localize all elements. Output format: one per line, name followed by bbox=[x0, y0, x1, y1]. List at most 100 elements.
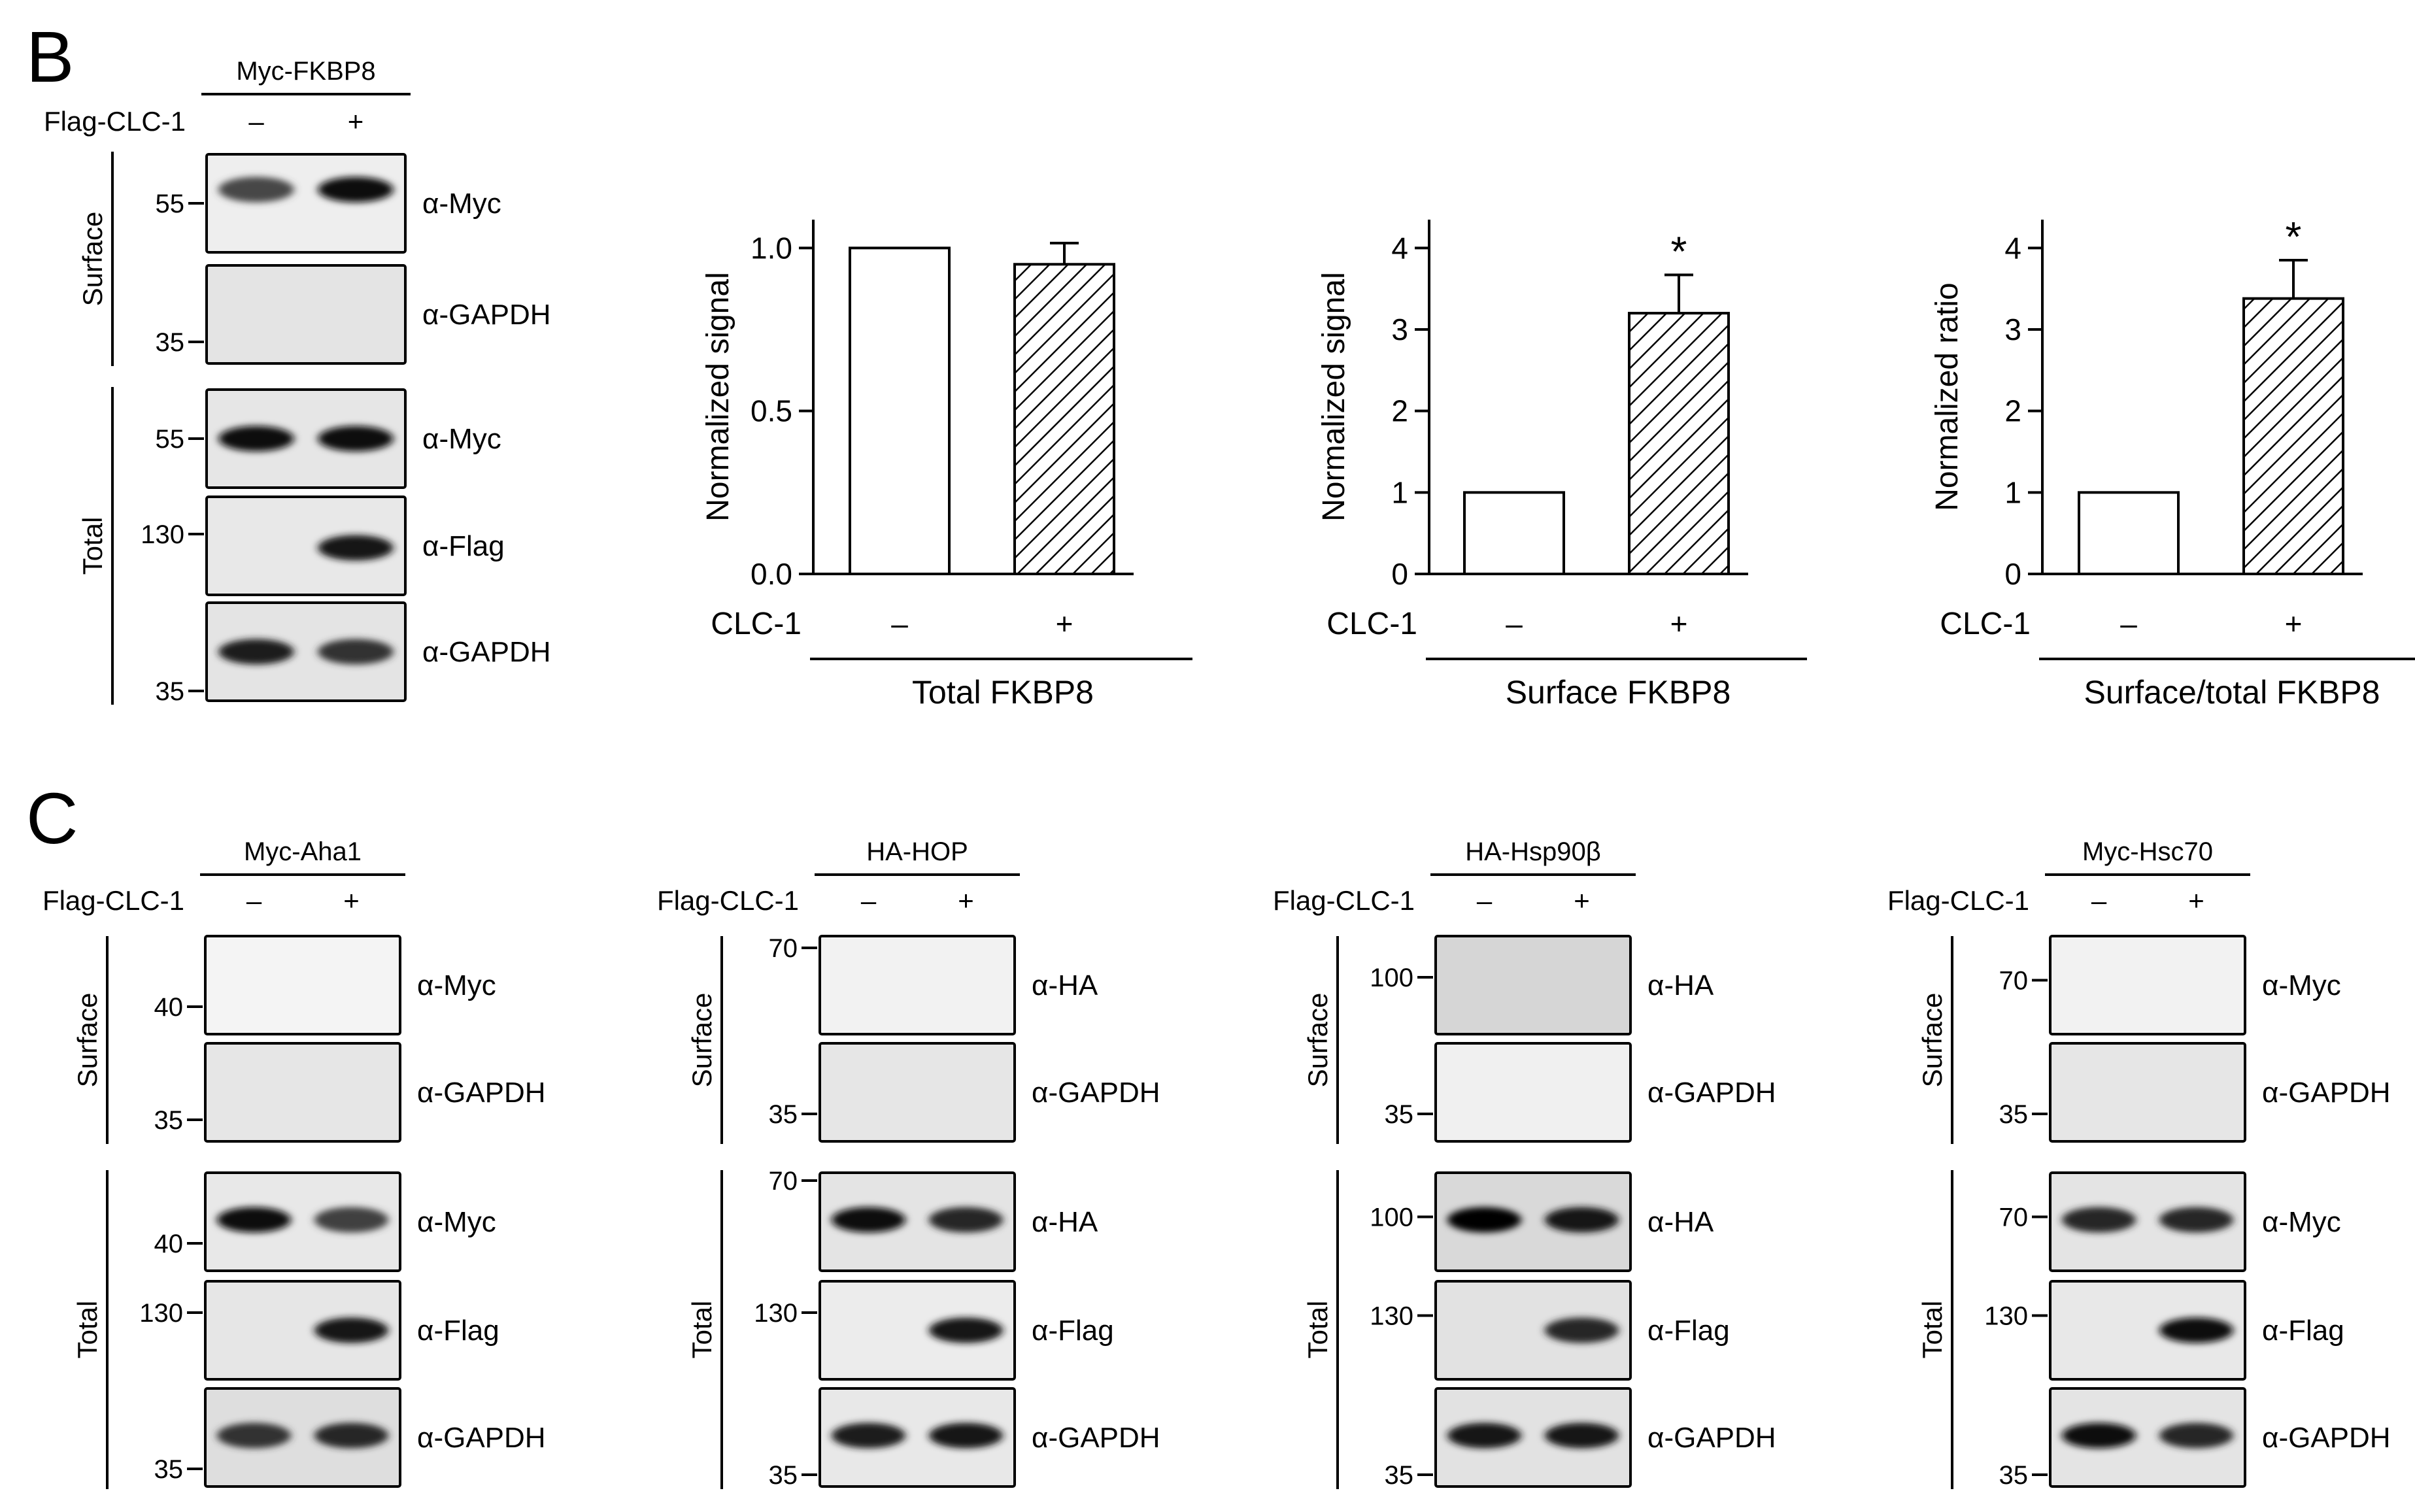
bar-chart-1: 0.0 0.5 1.0 Normalized signal – + CLC-1 Total F… bbox=[701, 220, 1192, 711]
mw-marker-label: 35 bbox=[1999, 1461, 2029, 1490]
y-tick-label: 2 bbox=[2004, 394, 2021, 428]
category-label: – bbox=[1506, 607, 1523, 641]
antibody-label: α-Flag bbox=[2262, 1315, 2344, 1347]
bar bbox=[1628, 312, 1730, 575]
protein-band bbox=[218, 176, 294, 203]
protein-band bbox=[318, 426, 394, 452]
blot-myc-fkbp8: Myc-FKBP8 Flag-CLC-1 – + α-Myc 55 α-GAPDH 35 α-M… bbox=[44, 57, 551, 706]
antibody-label: α-HA bbox=[1032, 969, 1098, 1001]
group-label: Surface bbox=[77, 212, 108, 307]
western-blots: Myc-FKBP8 Flag-CLC-1 – + α-Myc 55 α-GAPDH 35 α-M… bbox=[42, 57, 2391, 1490]
y-axis-label: Normalized signal bbox=[701, 272, 735, 522]
y-axis-label: Normalized ratio bbox=[1930, 282, 1965, 511]
antibody-label: α-GAPDH bbox=[417, 1077, 546, 1109]
category-label: – bbox=[2120, 607, 2137, 641]
protein-band bbox=[318, 639, 394, 665]
blot-panel-4: α-Flag 130 bbox=[1370, 1280, 1730, 1381]
group-label: Total bbox=[1917, 1301, 1948, 1359]
blot-membrane bbox=[2049, 935, 2246, 1035]
treatment-label: Flag-CLC-1 bbox=[1273, 885, 1415, 916]
antibody-label: α-GAPDH bbox=[1647, 1077, 1776, 1109]
y-tick-label: 0.0 bbox=[751, 557, 792, 591]
y-tick-label: 0.5 bbox=[751, 394, 792, 428]
construct-label: HA-Hsp90β bbox=[1465, 837, 1601, 866]
bar bbox=[1013, 263, 1115, 575]
lane-minus-label: – bbox=[1477, 885, 1493, 916]
antibody-label: α-GAPDH bbox=[1032, 1422, 1160, 1454]
significance-marker: * bbox=[2286, 213, 2302, 260]
protein-band bbox=[216, 1422, 292, 1449]
protein-band bbox=[1447, 1422, 1522, 1449]
antibody-label: α-Flag bbox=[422, 530, 505, 562]
bar bbox=[2242, 297, 2344, 575]
bar bbox=[849, 246, 951, 575]
antibody-label: α-GAPDH bbox=[1647, 1422, 1776, 1454]
protein-band bbox=[314, 1207, 389, 1233]
blot-myc-hsc70: Myc-Hsc70 Flag-CLC-1 – + α-Myc 70 α-GAPDH 35 α-M… bbox=[1887, 837, 2391, 1490]
mw-marker-label: 35 bbox=[769, 1100, 798, 1129]
mw-marker-label: 70 bbox=[769, 934, 798, 963]
protein-band bbox=[2159, 1317, 2234, 1343]
group-label: Total bbox=[686, 1301, 717, 1359]
blot-membrane bbox=[204, 935, 401, 1035]
lane-plus-label: + bbox=[958, 885, 974, 916]
protein-band bbox=[831, 1207, 906, 1233]
lane-minus-label: – bbox=[248, 106, 264, 137]
y-tick-label: 4 bbox=[1391, 231, 1408, 265]
protein-band bbox=[218, 639, 294, 665]
mw-marker-label: 35 bbox=[156, 677, 185, 706]
antibody-label: α-GAPDH bbox=[2262, 1422, 2391, 1454]
blot-membrane bbox=[1434, 935, 1632, 1035]
category-label: – bbox=[891, 607, 908, 641]
blot-panel-4: α-Flag 130 bbox=[139, 1280, 499, 1381]
protein-band bbox=[2061, 1207, 2136, 1233]
bar bbox=[2078, 491, 2180, 576]
mw-marker-label: 35 bbox=[1385, 1461, 1414, 1490]
protein-band bbox=[1544, 1207, 1619, 1233]
group-label: Surface bbox=[1302, 993, 1333, 1088]
blot-panel-1: α-Myc 70 bbox=[1999, 935, 2341, 1035]
mw-marker-label: 70 bbox=[769, 1167, 798, 1196]
treatment-label: Flag-CLC-1 bbox=[657, 885, 799, 916]
treatment-label: Flag-CLC-1 bbox=[42, 885, 184, 916]
mw-marker-label: 35 bbox=[1999, 1100, 2029, 1129]
protein-band bbox=[218, 426, 294, 452]
group-label: Total bbox=[77, 517, 108, 575]
protein-band bbox=[1544, 1422, 1619, 1449]
antibody-label: α-Myc bbox=[417, 969, 496, 1001]
panel-letter-c: C bbox=[26, 779, 78, 859]
lane-plus-label: + bbox=[348, 106, 364, 137]
blot-panel-2: α-GAPDH 35 bbox=[154, 1042, 546, 1143]
mw-marker-label: 130 bbox=[1984, 1302, 2028, 1331]
protein-band bbox=[2159, 1422, 2234, 1449]
blot-panel-1: α-Myc 40 bbox=[154, 935, 496, 1035]
y-tick-label: 1 bbox=[1391, 475, 1408, 509]
protein-band bbox=[318, 535, 394, 561]
blot-panel-3: α-Myc 70 bbox=[1999, 1171, 2341, 1272]
antibody-label: α-Flag bbox=[1647, 1315, 1730, 1347]
blot-membrane bbox=[1434, 1387, 1632, 1488]
bar bbox=[1463, 491, 1565, 576]
mw-marker-label: 70 bbox=[1999, 967, 2029, 996]
antibody-label: α-HA bbox=[1032, 1206, 1098, 1238]
blot-membrane bbox=[2049, 1387, 2246, 1488]
blot-panel-2: α-GAPDH 35 bbox=[769, 1042, 1160, 1143]
group-label: Surface bbox=[72, 993, 103, 1088]
antibody-label: α-Myc bbox=[2262, 1206, 2341, 1238]
protein-band bbox=[2159, 1207, 2234, 1233]
protein-band bbox=[928, 1422, 1004, 1449]
group-label: Surface bbox=[1917, 993, 1948, 1088]
antibody-label: α-Myc bbox=[417, 1206, 496, 1238]
blot-panel-4: α-Flag 130 bbox=[141, 496, 505, 596]
blot-membrane bbox=[205, 264, 407, 365]
group-label: Total bbox=[1302, 1301, 1333, 1359]
blot-membrane bbox=[819, 1387, 1016, 1488]
mw-marker-label: 35 bbox=[154, 1455, 184, 1484]
protein-band bbox=[928, 1317, 1004, 1343]
blot-panel-3: α-Myc 55 bbox=[156, 388, 501, 489]
protein-band bbox=[314, 1317, 389, 1343]
mw-marker-label: 70 bbox=[1999, 1203, 2029, 1232]
protein-band bbox=[831, 1422, 906, 1449]
mw-marker-label: 100 bbox=[1370, 964, 1413, 992]
